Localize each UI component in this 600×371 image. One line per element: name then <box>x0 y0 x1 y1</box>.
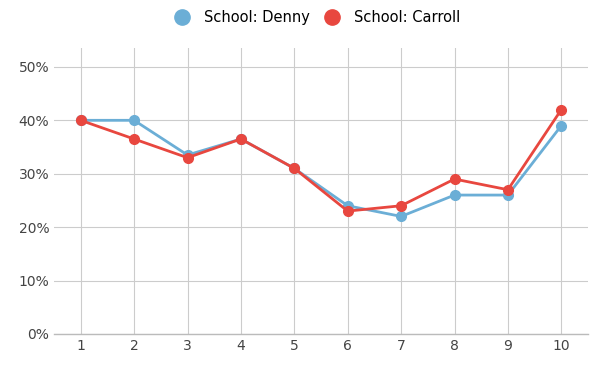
School: Denny: (3, 0.335): Denny: (3, 0.335) <box>184 153 191 157</box>
School: Carroll: (7, 0.24): Carroll: (7, 0.24) <box>398 204 405 208</box>
School: Carroll: (9, 0.27): Carroll: (9, 0.27) <box>505 187 512 192</box>
School: Denny: (10, 0.39): Denny: (10, 0.39) <box>558 124 565 128</box>
School: Denny: (9, 0.26): Denny: (9, 0.26) <box>505 193 512 197</box>
School: Denny: (5, 0.31): Denny: (5, 0.31) <box>291 166 298 171</box>
School: Carroll: (6, 0.23): Carroll: (6, 0.23) <box>344 209 352 213</box>
School: Denny: (2, 0.4): Denny: (2, 0.4) <box>131 118 138 122</box>
School: Carroll: (10, 0.42): Carroll: (10, 0.42) <box>558 108 565 112</box>
School: Carroll: (8, 0.29): Carroll: (8, 0.29) <box>451 177 458 181</box>
School: Denny: (1, 0.4): Denny: (1, 0.4) <box>77 118 84 122</box>
School: Carroll: (5, 0.31): Carroll: (5, 0.31) <box>291 166 298 171</box>
Line: School: Denny: School: Denny <box>76 115 566 221</box>
School: Carroll: (3, 0.33): Carroll: (3, 0.33) <box>184 155 191 160</box>
Legend: School: Denny, School: Carroll: School: Denny, School: Carroll <box>176 4 466 31</box>
School: Carroll: (1, 0.4): Carroll: (1, 0.4) <box>77 118 84 122</box>
School: Denny: (4, 0.365): Denny: (4, 0.365) <box>238 137 245 141</box>
School: Carroll: (4, 0.365): Carroll: (4, 0.365) <box>238 137 245 141</box>
Line: School: Carroll: School: Carroll <box>76 105 566 216</box>
School: Denny: (7, 0.22): Denny: (7, 0.22) <box>398 214 405 219</box>
School: Carroll: (2, 0.365): Carroll: (2, 0.365) <box>131 137 138 141</box>
School: Denny: (8, 0.26): Denny: (8, 0.26) <box>451 193 458 197</box>
School: Denny: (6, 0.24): Denny: (6, 0.24) <box>344 204 352 208</box>
